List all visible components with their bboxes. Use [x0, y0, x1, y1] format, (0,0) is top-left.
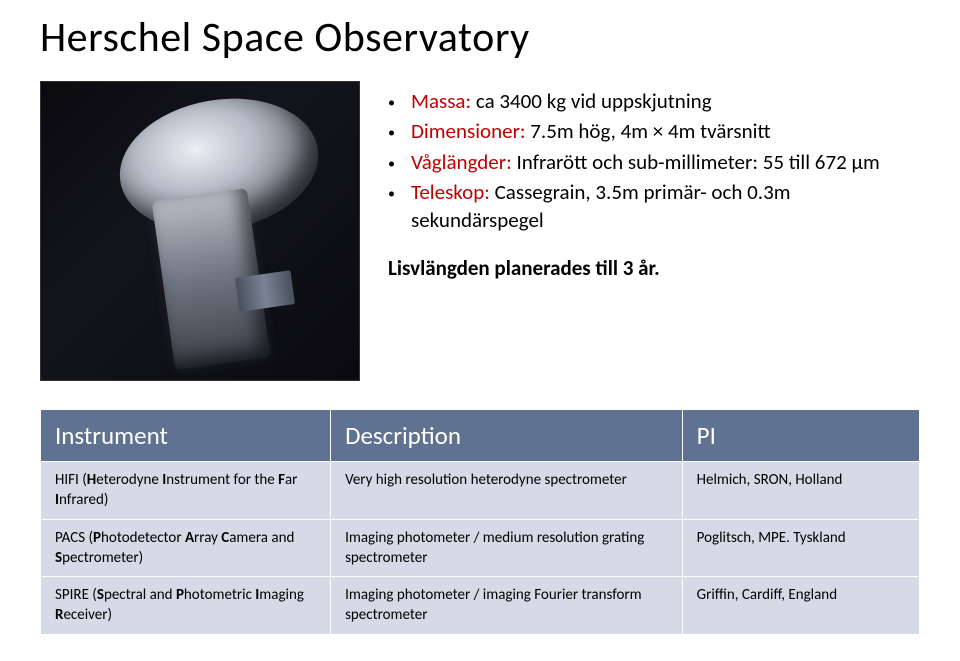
cell-instrument: SPIRE (Spectral and Photometric Imaging …	[41, 577, 331, 635]
instrument-table-wrap: Instrument Description PI HIFI (Heterody…	[40, 409, 920, 635]
table-row: PACS (Photodetector Array Camera and Spe…	[41, 519, 920, 577]
spec-label: Våglängder:	[411, 149, 512, 175]
spec-line: • Massa: ca 3400 kg vid uppskjutning	[388, 87, 920, 115]
th-description: Description	[331, 410, 683, 462]
cell-instrument: HIFI (Heterodyne Instrument for the Far …	[41, 462, 331, 520]
cell-description: Imaging photometer / medium resolution g…	[331, 519, 683, 577]
spec-value: Infrarött och sub-millimeter: 55 till 67…	[512, 149, 880, 175]
spec-label: Dimensioner:	[411, 118, 526, 144]
spec-text: Dimensioner: 7.5m hög, 4m × 4m tvärsnitt	[411, 117, 771, 145]
bullet-icon: •	[388, 124, 395, 143]
bullet-icon: •	[388, 155, 395, 174]
spec-value: ca 3400 kg vid uppskjutning	[471, 88, 711, 114]
upper-section: • Massa: ca 3400 kg vid uppskjutning • Dime…	[40, 81, 920, 381]
page-title: Herschel Space Observatory	[40, 12, 920, 63]
instrument-table: Instrument Description PI HIFI (Heterody…	[40, 409, 920, 635]
satellite-image	[40, 81, 360, 381]
table-row: HIFI (Heterodyne Instrument for the Far …	[41, 462, 920, 520]
spec-line: • Våglängder: Infrarött och sub-millimete…	[388, 148, 920, 176]
spec-label: Teleskop:	[411, 179, 490, 205]
spec-text: Teleskop: Cassegrain, 3.5m primär- och 0…	[411, 178, 920, 235]
bullet-icon: •	[388, 94, 395, 113]
cell-description: Very high resolution heterodyne spectrom…	[331, 462, 683, 520]
cell-pi: Griffin, Cardiff, England	[682, 577, 919, 635]
cell-pi: Helmich, SRON, Holland	[682, 462, 919, 520]
satellite-panel-shape	[235, 270, 295, 311]
spec-text: Våglängder: Infrarött och sub-millimeter…	[411, 148, 880, 176]
th-pi: PI	[682, 410, 919, 462]
spec-line: • Teleskop: Cassegrain, 3.5m primär- och …	[388, 178, 920, 235]
spec-value: 7.5m hög, 4m × 4m tvärsnitt	[526, 118, 771, 144]
lifespan-text: Lisvlängden planerades till 3 år.	[388, 255, 920, 281]
spec-line: • Dimensioner: 7.5m hög, 4m × 4m tvärsnit…	[388, 117, 920, 145]
bullet-icon: •	[388, 185, 395, 204]
spec-text: Massa: ca 3400 kg vid uppskjutning	[411, 87, 712, 115]
table-row: SPIRE (Spectral and Photometric Imaging …	[41, 577, 920, 635]
cell-description: Imaging photometer / imaging Fourier tra…	[331, 577, 683, 635]
spec-label: Massa:	[411, 88, 471, 114]
cell-pi: Poglitsch, MPE. Tyskland	[682, 519, 919, 577]
cell-instrument: PACS (Photodetector Array Camera and Spe…	[41, 519, 331, 577]
spec-list: • Massa: ca 3400 kg vid uppskjutning • Dime…	[388, 81, 920, 381]
th-instrument: Instrument	[41, 410, 331, 462]
